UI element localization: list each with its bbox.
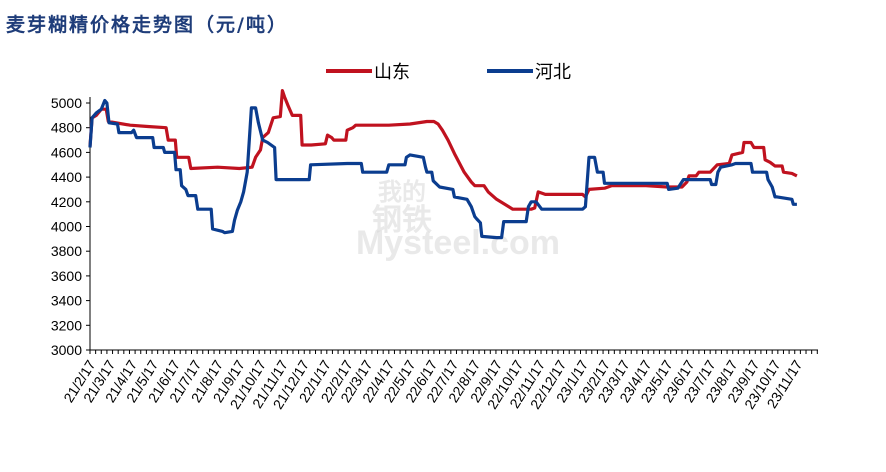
legend: 山东 河北 <box>326 62 571 83</box>
y-tick-label: 3800 <box>51 243 82 259</box>
y-tick-label: 4400 <box>51 169 82 185</box>
y-tick-label: 4200 <box>51 194 82 210</box>
x-axis: 21/2/1721/3/1721/4/1721/5/1721/6/1721/7/… <box>60 349 818 412</box>
series-line <box>88 89 798 211</box>
legend-label: 河北 <box>535 62 571 83</box>
y-tick-label: 3200 <box>51 317 82 333</box>
y-axis: 3000 3200 3400 3600 3800 4000 4200 4400 4600 4800… <box>51 95 91 358</box>
y-tick-label: 4000 <box>51 219 82 235</box>
chart-title: 麦芽糊精价格走势图（元/吨） <box>6 14 288 36</box>
y-tick-label: 4600 <box>51 144 82 160</box>
legend-label: 山东 <box>374 62 410 83</box>
y-tick-label: 3400 <box>51 293 82 309</box>
y-tick-label: 4800 <box>51 120 82 136</box>
watermark-text: 我的 <box>378 178 426 206</box>
y-tick-label: 5000 <box>51 95 82 111</box>
y-tick-label: 3000 <box>51 342 82 358</box>
series-line <box>88 98 797 240</box>
series-lines <box>88 89 798 240</box>
y-tick-label: 3600 <box>51 268 82 284</box>
watermark-text: 钢铁 <box>372 204 432 237</box>
watermark-text: Mysteel.com <box>356 224 560 262</box>
